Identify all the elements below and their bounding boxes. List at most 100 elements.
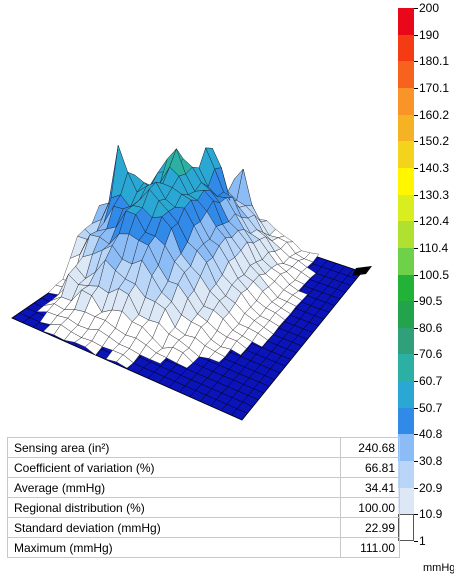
pressure-cell [151, 200, 169, 218]
scale-tick-label: 100.5 [419, 267, 450, 282]
pressure-map-3d [11, 145, 372, 421]
scale-color-segment [398, 407, 414, 435]
stat-label: Coefficient of variation (%) [7, 457, 341, 478]
stat-value: 34.41 [340, 477, 400, 498]
scale-color-segment [398, 87, 414, 116]
scale-tick [414, 301, 418, 303]
scale-tick-label: 1 [419, 534, 426, 548]
scale-tick [414, 327, 418, 329]
scale-tick [414, 247, 418, 249]
scale-tick-label: 170.1 [419, 80, 450, 95]
scale-tick [414, 167, 418, 169]
scale-tick-label: 60.7 [419, 374, 443, 389]
scale-unit: mmHg [423, 562, 454, 574]
scale-color-segment [398, 514, 414, 542]
scale-color-segment [398, 327, 414, 355]
scale-tick [414, 354, 418, 356]
pressure-cell [128, 214, 146, 241]
scale-tick [414, 541, 418, 542]
mat-grid-line [220, 266, 345, 411]
stat-value: 66.81 [340, 457, 400, 478]
scale-color-segment [398, 61, 414, 89]
scale-tick [414, 514, 418, 516]
pressure-cell [230, 340, 247, 356]
pressure-cell [251, 332, 268, 348]
stat-row-sensing-area: Sensing area (in²) 240.68 [7, 437, 400, 458]
scale-tick [414, 87, 418, 89]
scale-tick-label: 190 [419, 27, 440, 42]
scale-tick [414, 487, 418, 489]
scale-tick-label: 200 [419, 1, 440, 15]
stat-row-standard-deviation: Standard deviation (mmHg) 22.99 [7, 517, 400, 538]
pressure-cell [174, 193, 192, 209]
scale-tick [414, 274, 418, 276]
scale-tick-label: 30.8 [419, 454, 443, 469]
scale-tick [414, 381, 418, 383]
scale-tick-label: 120.4 [419, 214, 450, 229]
scale-tick [414, 434, 418, 436]
stat-value: 240.68 [340, 437, 400, 458]
mat-grid-line [241, 271, 363, 421]
pressure-cell [208, 351, 226, 363]
scale-color-segment [398, 34, 414, 62]
scale-color-segment [398, 8, 414, 36]
pressure-cell [236, 168, 253, 206]
scale-color-segment [398, 461, 414, 489]
scale-color-segment [398, 487, 414, 515]
scale-tick [414, 194, 418, 196]
color-scale-bar [398, 8, 414, 542]
pressure-cell [110, 145, 128, 199]
scale-tick [414, 141, 418, 143]
pressure-cell [154, 216, 172, 246]
scale-color-segment [398, 221, 414, 249]
scale-tick-label: 180.1 [419, 54, 450, 69]
scale-tick [414, 221, 418, 223]
mat-grid-line [210, 263, 337, 407]
stat-label: Regional distribution (%) [7, 497, 341, 518]
stat-value: 111.00 [340, 537, 400, 558]
mat-corner-marker [352, 266, 372, 276]
pressure-cell [169, 148, 186, 177]
scale-tick-label: 90.5 [419, 294, 443, 309]
scale-color-segment [398, 194, 414, 222]
scale-tick [414, 8, 418, 9]
pressure-cell [121, 294, 139, 323]
statistics-table: Sensing area (in²) 240.68 Coefficient of… [7, 437, 400, 558]
scale-color-segment [398, 114, 414, 142]
pressure-cell [149, 182, 166, 201]
scale-tick-label: 130.3 [419, 187, 450, 202]
stat-label: Standard deviation (mmHg) [7, 517, 341, 538]
scale-color-segment [398, 381, 414, 409]
scale-color-segment [398, 354, 414, 382]
scale-tick [414, 34, 418, 36]
mat-grid-line [231, 268, 354, 416]
scale-tick-label: 40.8 [419, 427, 443, 442]
stat-label: Maximum (mmHg) [7, 537, 341, 558]
scale-tick-label: 50.7 [419, 400, 443, 415]
pressure-cell [116, 354, 134, 369]
scale-tick-label: 140.3 [419, 160, 450, 175]
pressure-cell [149, 352, 167, 364]
stat-label: Sensing area (in²) [7, 437, 341, 458]
stat-row-coefficient-of-variation: Coefficient of variation (%) 66.81 [7, 457, 400, 478]
stat-row-regional-distribution: Regional distribution (%) 100.00 [7, 497, 400, 518]
pressure-cell [176, 352, 194, 369]
scale-tick-label: 10.9 [419, 507, 443, 522]
scale-tick-label: 20.9 [419, 480, 443, 495]
scale-color-segment [398, 247, 414, 275]
scale-tick [414, 61, 418, 63]
scale-tick [414, 461, 418, 463]
stat-value: 100.00 [340, 497, 400, 518]
scale-tick-label: 110.4 [419, 240, 449, 255]
scale-color-segment [398, 434, 414, 462]
stat-row-maximum: Maximum (mmHg) 111.00 [7, 537, 400, 558]
scale-color-segment [398, 141, 414, 169]
scale-color-segment [398, 301, 414, 329]
stat-value: 22.99 [340, 517, 400, 538]
scale-tick [414, 407, 418, 409]
scale-tick-label: 80.6 [419, 320, 443, 335]
stat-label: Average (mmHg) [7, 477, 341, 498]
scale-tick-label: 160.2 [419, 107, 450, 122]
stat-row-average: Average (mmHg) 34.41 [7, 477, 400, 498]
scale-tick-label: 70.6 [419, 347, 443, 362]
